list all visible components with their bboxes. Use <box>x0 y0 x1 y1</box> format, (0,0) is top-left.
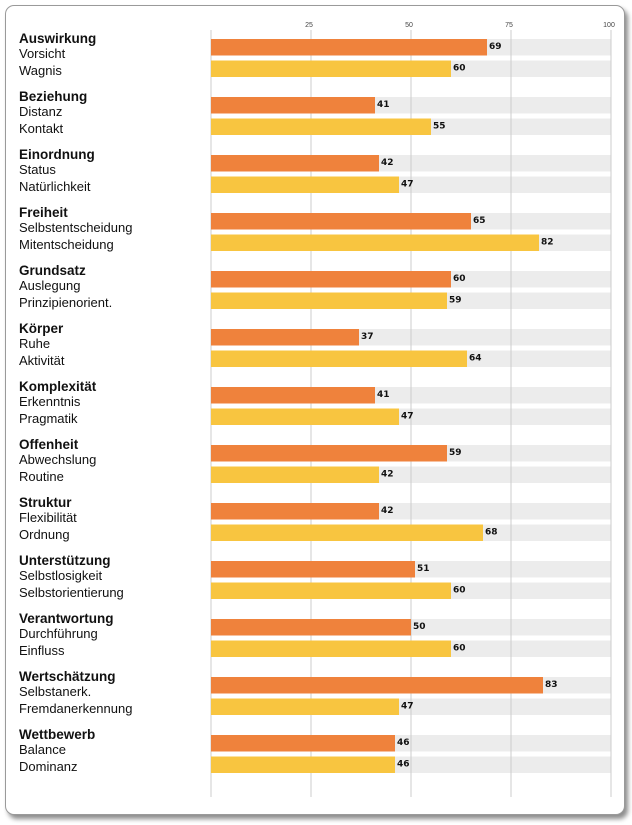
value-label: 60 <box>453 64 466 74</box>
group-label: Beziehung <box>19 89 87 104</box>
bar <box>211 329 359 346</box>
bar <box>211 619 411 636</box>
value-label: 64 <box>469 354 482 364</box>
value-label: 47 <box>401 702 414 712</box>
value-label: 68 <box>485 528 498 538</box>
item-label: Prinzipienorient. <box>19 295 112 310</box>
bar <box>211 582 451 599</box>
bar <box>211 292 447 309</box>
item-label: Ruhe <box>19 336 50 351</box>
bar <box>211 387 375 404</box>
item-label: Fremdanerkennung <box>19 701 132 716</box>
item-label: Mitentscheidung <box>19 237 114 252</box>
value-label: 47 <box>401 180 414 190</box>
bar <box>211 677 543 694</box>
bar <box>211 97 375 114</box>
bar <box>211 118 431 135</box>
value-label: 50 <box>413 622 426 632</box>
bar <box>211 155 379 172</box>
group-label: Grundsatz <box>19 263 86 278</box>
item-label: Balance <box>19 742 66 757</box>
item-label: Ordnung <box>19 527 70 542</box>
value-label: 59 <box>449 448 462 458</box>
x-tick-label: 25 <box>305 22 313 29</box>
group-label: Unterstützung <box>19 553 111 568</box>
bar <box>211 234 539 251</box>
item-label: Auslegung <box>19 278 80 293</box>
bar <box>211 561 415 578</box>
group-label: Komplexität <box>19 379 97 394</box>
bar <box>211 176 399 193</box>
group-label: Offenheit <box>19 437 79 452</box>
value-label: 69 <box>489 42 502 52</box>
value-label: 60 <box>453 274 466 284</box>
bar <box>211 640 451 657</box>
item-label: Flexibilität <box>19 510 77 525</box>
item-label: Natürlichkeit <box>19 179 91 194</box>
value-label: 83 <box>545 680 558 690</box>
item-label: Durchführung <box>19 626 98 641</box>
item-label: Distanz <box>19 104 62 119</box>
bar <box>211 39 487 56</box>
item-label: Routine <box>19 469 64 484</box>
value-label: 41 <box>377 390 390 400</box>
item-label: Selbstanerk. <box>19 684 91 699</box>
value-label: 41 <box>377 100 390 110</box>
bar <box>211 466 379 483</box>
x-tick-label: 75 <box>505 22 513 29</box>
item-label: Selbstlosigkeit <box>19 568 102 583</box>
bar <box>211 503 379 520</box>
value-label: 65 <box>473 216 486 226</box>
item-label: Selbstentscheidung <box>19 220 132 235</box>
group-label: Freiheit <box>19 205 68 220</box>
value-label: 60 <box>453 644 466 654</box>
value-label: 47 <box>401 412 414 422</box>
bar <box>211 213 471 230</box>
bar <box>211 735 395 752</box>
item-label: Kontakt <box>19 121 63 136</box>
x-tick-label: 100 <box>603 22 615 29</box>
x-tick-label: 50 <box>405 22 413 29</box>
bar <box>211 756 395 773</box>
item-label: Dominanz <box>19 759 78 774</box>
item-label: Status <box>19 162 56 177</box>
value-label: 37 <box>361 332 374 342</box>
group-label: Körper <box>19 321 64 336</box>
value-label: 46 <box>397 760 410 770</box>
bar <box>211 408 399 425</box>
value-label: 46 <box>397 738 410 748</box>
group-label: Struktur <box>19 495 72 510</box>
group-label: Wertschätzung <box>19 669 116 684</box>
item-label: Einfluss <box>19 643 65 658</box>
item-label: Wagnis <box>19 63 62 78</box>
value-label: 42 <box>381 158 394 168</box>
value-label: 82 <box>541 238 554 248</box>
item-label: Vorsicht <box>19 46 66 61</box>
value-label: 42 <box>381 506 394 516</box>
group-label: Verantwortung <box>19 611 114 626</box>
bar <box>211 60 451 77</box>
value-label: 51 <box>417 564 430 574</box>
group-label: Auswirkung <box>19 31 96 46</box>
item-label: Pragmatik <box>19 411 78 426</box>
bar <box>211 350 467 367</box>
group-label: Einordnung <box>19 147 95 162</box>
bar <box>211 698 399 715</box>
bar <box>211 271 451 288</box>
value-label: 42 <box>381 470 394 480</box>
bar <box>211 524 483 541</box>
item-label: Abwechslung <box>19 452 96 467</box>
bar <box>211 445 447 462</box>
item-label: Selbstorientierung <box>19 585 124 600</box>
value-label: 60 <box>453 586 466 596</box>
group-label: Wettbewerb <box>19 727 95 742</box>
value-label: 55 <box>433 122 446 132</box>
item-label: Aktivität <box>19 353 65 368</box>
value-label: 59 <box>449 296 462 306</box>
item-label: Erkenntnis <box>19 394 81 409</box>
